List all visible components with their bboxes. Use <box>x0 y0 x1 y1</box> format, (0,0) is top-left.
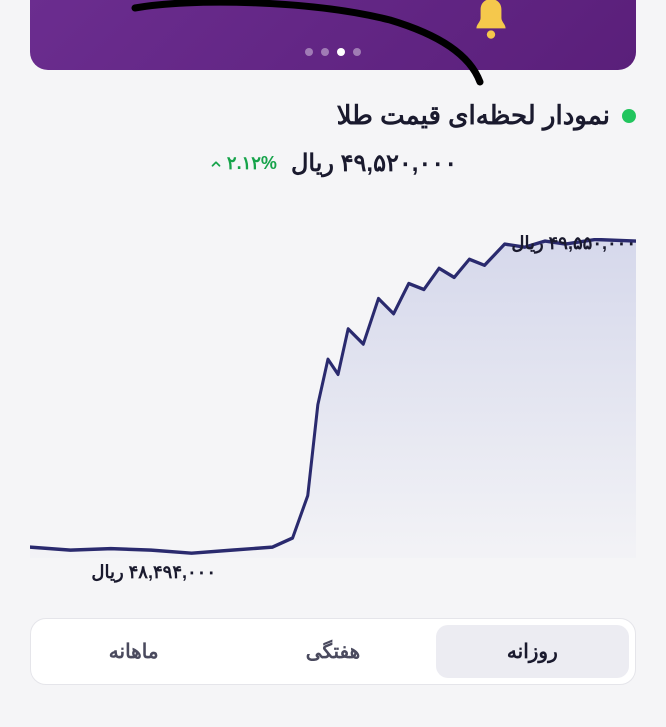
tab-daily[interactable]: روزانه <box>436 625 629 678</box>
dot-3[interactable] <box>305 48 313 56</box>
chart-title: نمودار لحظه‌ای قیمت طلا <box>337 100 610 131</box>
price-row: ۴۹,۵۲۰,۰۰۰ ریال ۲.۱۲% <box>0 141 666 198</box>
current-price: ۴۹,۵۲۰,۰۰۰ ریال <box>291 149 457 178</box>
timeframe-tabs: روزانه هفتگی ماهانه <box>30 618 636 685</box>
dot-1[interactable] <box>337 48 345 56</box>
chevron-up-icon <box>209 157 223 171</box>
price-chart <box>30 238 636 558</box>
dot-0[interactable] <box>353 48 361 56</box>
chart-min-label: ۴۸,۴۹۴,۰۰۰ ریال <box>91 562 216 583</box>
chart-area: ۴۹,۵۵۰,۰۰۰ ریال ۴۸,۴۹۴,۰۰۰ ریال <box>30 238 636 558</box>
change-percent: ۲.۱۲% <box>209 153 277 174</box>
change-value: ۲.۱۲% <box>227 153 277 174</box>
tab-monthly[interactable]: ماهانه <box>37 625 230 678</box>
bell-icon <box>466 0 516 45</box>
chart-header-row: نمودار لحظه‌ای قیمت طلا <box>0 70 666 141</box>
dot-2[interactable] <box>321 48 329 56</box>
chart-max-label: ۴۹,۵۵۰,۰۰۰ ریال <box>511 233 636 254</box>
live-indicator-icon <box>622 109 636 123</box>
promo-banner[interactable] <box>30 0 636 70</box>
tab-weekly[interactable]: هفتگی <box>236 625 429 678</box>
carousel-dots[interactable] <box>305 48 361 56</box>
